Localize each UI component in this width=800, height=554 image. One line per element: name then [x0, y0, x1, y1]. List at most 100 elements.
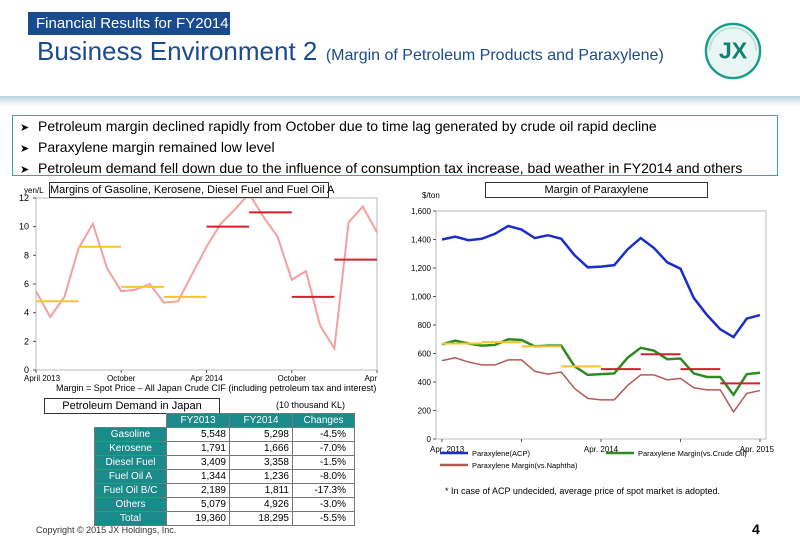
arrow-bullet-icon: ➤	[20, 122, 30, 134]
x-tick-label: October	[278, 374, 307, 383]
table-header-row: FY2013 FY2014 Changes	[95, 413, 355, 428]
fy2013-value: 1,791	[166, 441, 230, 456]
copyright: Copyright © 2015 JX Holdings, Inc.	[36, 525, 177, 535]
table-row: Fuel Oil A 1,344 1,236 -8.0%	[94, 469, 355, 484]
table-row: Kerosene 1,791 1,666 -7.0%	[94, 441, 355, 456]
page-title-subtitle: (Margin of Petroleum Products and Paraxy…	[325, 47, 664, 64]
y-tick-label: 4	[24, 308, 29, 318]
y-axis-label: $/ton	[422, 191, 440, 200]
x-tick-label: Apr. 2013	[430, 445, 465, 454]
fy2014-value: 1,666	[229, 441, 293, 456]
y-tick-label: 6	[24, 279, 29, 289]
y-tick-label: 1,600	[411, 207, 432, 216]
table-corner	[95, 414, 167, 428]
bullet-text: Petroleum margin declined rapidly from O…	[38, 118, 657, 134]
x-tick-label: Apr	[365, 374, 378, 383]
y-tick-label: 1,400	[411, 236, 432, 245]
legend-label: Paraxylene(ACP)	[472, 449, 530, 458]
paraxylene-series-line	[441, 337, 761, 398]
y-tick-label: 400	[418, 378, 432, 387]
x-tick-label: April 2013	[24, 374, 61, 383]
table-row: Total 19,360 18,295 -5.5%	[94, 511, 355, 526]
legend-label: Paraxylene Margin(vs.Crude Oil)	[638, 449, 747, 458]
arrow-bullet-icon: ➤	[20, 143, 30, 155]
margin-line	[35, 192, 378, 352]
table-row: Fuel Oil B/C 2,189 1,811 -17.3%	[94, 483, 355, 498]
fy2013-value: 5,079	[166, 497, 230, 512]
change-value: -17.3%	[292, 483, 355, 498]
column-header: Changes	[292, 413, 355, 428]
y-tick-label: 200	[418, 407, 432, 416]
fy2014-value: 18,295	[229, 511, 293, 526]
demand-table: FY2013 FY2014 Changes Gasoline 5,548 5,298…	[94, 413, 355, 526]
fy2014-value: 3,358	[229, 455, 293, 470]
summary-bullet: ➤ Petroleum demand fell down due to the i…	[20, 159, 777, 180]
page-title: Business Environment 2 (Margin of Petrol…	[37, 36, 664, 67]
change-value: -4.5%	[292, 427, 355, 442]
summary-bullet: ➤ Paraxylene margin remained low level	[20, 138, 777, 159]
y-tick-label: 10	[19, 222, 29, 232]
paraxylene-margin-chart: 0 200 400 600 800 1,000 1,200 1,400 1,600 $/ton Ap…	[411, 191, 775, 470]
jx-logo: JX	[704, 22, 762, 80]
legend-label: Paraxylene Margin(vs.Naphtha)	[472, 461, 578, 470]
demand-table-title: Petroleum Demand in Japan	[44, 398, 220, 414]
table-row: Others 5,079 4,926 -3.0%	[94, 497, 355, 512]
fy2014-value: 4,926	[229, 497, 293, 512]
fy2014-value: 5,298	[229, 427, 293, 442]
change-value: -3.0%	[292, 497, 355, 512]
y-tick-label: 600	[418, 350, 432, 359]
title-divider	[0, 96, 800, 107]
row-label: Fuel Oil B/C	[94, 483, 167, 498]
page-title-main: Business Environment 2	[37, 36, 318, 66]
change-value: -1.5%	[292, 455, 355, 470]
header-tag: Financial Results for FY2014	[28, 12, 230, 35]
acp-note: * In case of ACP undecided, average pric…	[445, 486, 721, 496]
y-tick-label: 1,000	[411, 293, 432, 302]
demand-unit: (10 thousand KL)	[276, 400, 346, 410]
fy2013-value: 19,360	[166, 511, 230, 526]
paraxylene-chart-title: Margin of Paraxylene	[485, 182, 708, 198]
table-row: Diesel Fuel 3,409 3,358 -1.5%	[94, 455, 355, 470]
y-tick-label: 1,200	[411, 264, 432, 273]
fy2014-value: 1,236	[229, 469, 293, 484]
row-label: Diesel Fuel	[94, 455, 167, 470]
y-tick-label: 12	[19, 193, 29, 203]
logo-text: JX	[719, 38, 748, 64]
row-label: Kerosene	[94, 441, 167, 456]
fy2013-value: 2,189	[166, 483, 230, 498]
change-value: -8.0%	[292, 469, 355, 484]
summary-bullet: ➤ Petroleum margin declined rapidly from …	[20, 117, 777, 138]
change-value: -7.0%	[292, 441, 355, 456]
row-label: Total	[94, 511, 167, 526]
plot-frame	[35, 197, 378, 371]
column-header: FY2013	[166, 413, 230, 428]
x-tick-label: Apr. 2015	[740, 445, 775, 454]
fy2013-value: 5,548	[166, 427, 230, 442]
x-tick-label: Apr. 2014	[584, 445, 619, 454]
arrow-bullet-icon: ➤	[20, 164, 30, 176]
row-label: Gasoline	[94, 427, 167, 442]
y-tick-label: 2	[24, 336, 29, 346]
y-tick-label: 0	[24, 365, 29, 375]
page-number: 4	[752, 521, 760, 537]
fy2013-value: 3,409	[166, 455, 230, 470]
fy2014-value: 1,811	[229, 483, 293, 498]
row-label: Fuel Oil A	[94, 469, 167, 484]
y-tick-label: 800	[418, 321, 432, 330]
column-header: FY2014	[229, 413, 293, 428]
y-tick-label: 8	[24, 250, 29, 260]
table-row: Gasoline 5,548 5,298 -4.5%	[94, 427, 355, 442]
paraxylene-series-line	[441, 356, 761, 414]
fy2013-value: 1,344	[166, 469, 230, 484]
y-tick-label: 0	[427, 435, 432, 444]
margin-formula-note: Margin = Spot Price – All Japan Crude CI…	[56, 383, 377, 393]
petroleum-chart-title: Margins of Gasoline, Kerosene, Diesel Fu…	[49, 182, 335, 198]
row-label: Others	[94, 497, 167, 512]
summary-box: ➤ Petroleum margin declined rapidly from …	[12, 115, 778, 176]
change-value: -5.5%	[292, 511, 355, 526]
paraxylene-series-line	[441, 224, 761, 339]
x-tick-label: October	[107, 374, 136, 383]
x-tick-label: Apr 2014	[190, 374, 223, 383]
bullet-text: Petroleum demand fell down due to the in…	[38, 160, 743, 176]
